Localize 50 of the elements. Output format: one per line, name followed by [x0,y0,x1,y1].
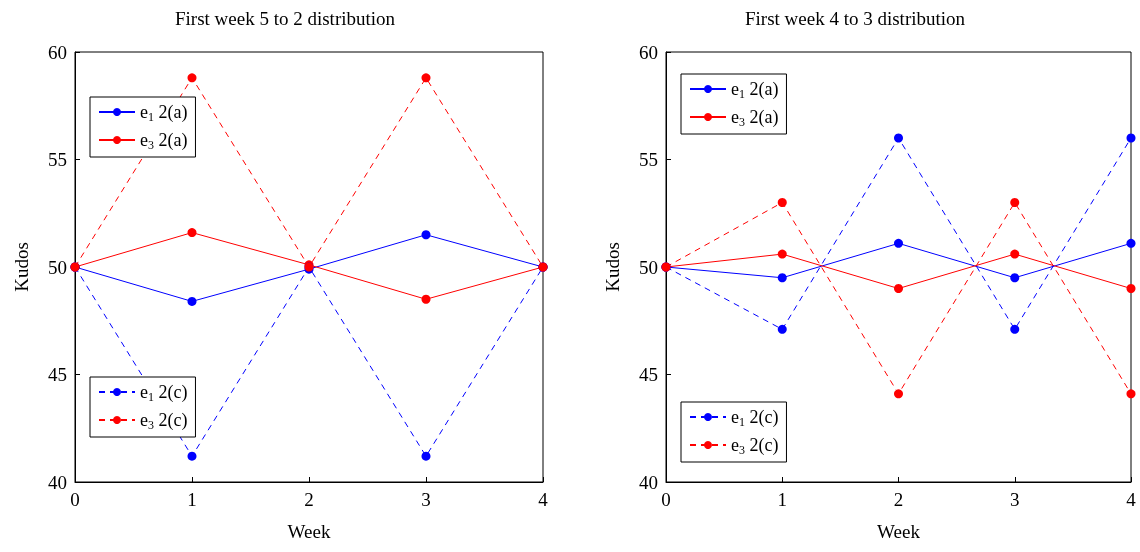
x-tick-label: 4 [538,489,549,510]
x-tick-label: 2 [893,489,904,510]
y-tick-label: 60 [48,41,67,63]
x-axis-title: Week [287,521,331,542]
point [1126,284,1136,293]
x-tick-label: 2 [304,489,314,510]
y-tick-label: 40 [48,471,67,493]
point [1010,249,1020,259]
point [187,296,197,306]
x-tick-label: 3 [1010,489,1020,510]
chart-title: First week 4 to 3 distribution [744,8,966,29]
point [1010,324,1020,334]
x-tick-label: 4 [1126,489,1137,510]
point [894,133,903,143]
y-tick-label: 50 [48,256,67,278]
y-axis-title: Kudos [11,242,32,292]
y-tick-label: 55 [639,149,658,170]
y-tick-label: 40 [639,471,658,493]
point [421,73,431,83]
point [777,273,787,283]
y-tick-label: 45 [639,364,658,385]
point [894,284,903,293]
chart-title: First week 5 to 2 distribution [174,8,396,29]
point [1126,238,1136,248]
point [1126,133,1136,143]
point [777,324,787,334]
point [894,389,903,399]
point [187,451,197,461]
x-tick-label: 3 [421,489,431,510]
point [421,451,431,461]
point [1126,389,1136,399]
x-tick-label: 0 [70,489,80,510]
y-axis-title: Kudos [602,242,623,292]
point [777,249,787,259]
y-tick-label: 45 [48,364,67,385]
point [187,228,197,238]
y-tick-label: 50 [639,256,658,278]
point [187,73,197,83]
y-tick-label: 55 [48,149,67,170]
point [421,230,431,240]
y-tick-label: 60 [639,41,658,63]
point [1010,273,1020,283]
x-tick-label: 1 [187,489,197,510]
x-tick-label: 1 [777,489,787,510]
point [1010,198,1020,207]
x-axis-title: Week [877,521,921,542]
point [421,294,431,304]
x-tick-label: 0 [661,489,671,510]
point [894,238,903,248]
point [777,198,787,207]
